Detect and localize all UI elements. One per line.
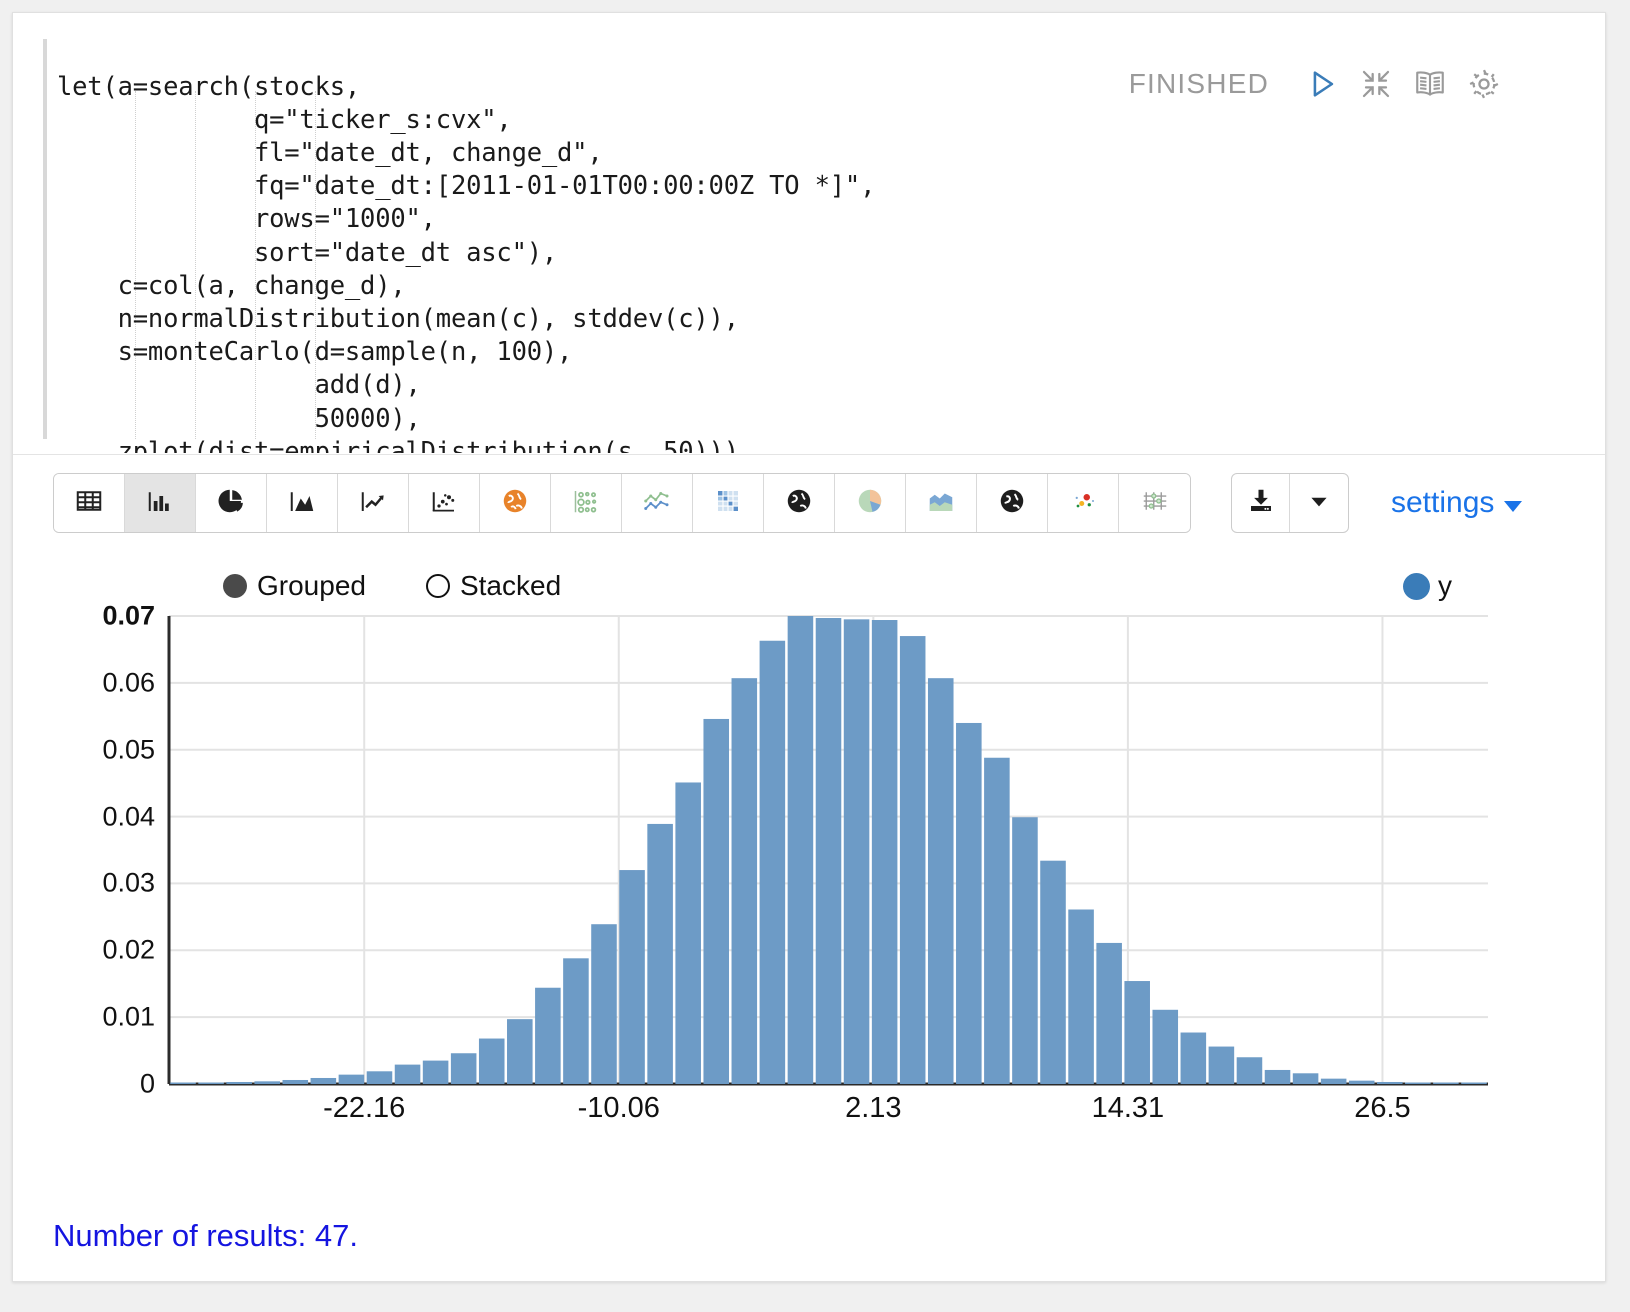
x-axis-tick: -22.16 [323, 1092, 406, 1124]
y-axis-tick: 0.06 [102, 667, 155, 698]
code-editor[interactable]: let(a=search(stocks, q="ticker_s:cvx", f… [13, 13, 1605, 453]
code-text[interactable]: let(a=search(stocks, q="ticker_s:cvx", f… [57, 71, 876, 454]
globe-orange-button[interactable] [480, 474, 551, 532]
bar-chart-button[interactable] [125, 474, 196, 532]
chart-mode-radios: Grouped Stacked [223, 570, 561, 602]
parallel-coords-button[interactable] [1119, 474, 1190, 532]
gear-icon[interactable] [1461, 61, 1507, 107]
bubble-grid-icon [571, 486, 601, 521]
download-options-button[interactable] [1290, 474, 1348, 532]
line-chart-icon [358, 486, 388, 521]
chevron-down-icon [1504, 500, 1523, 512]
settings-label: settings [1391, 486, 1495, 519]
chart-legend: y [1403, 570, 1452, 602]
radio-grouped-label: Grouped [257, 570, 366, 601]
radio-stacked[interactable]: Stacked [425, 570, 562, 602]
chart-container: Grouped Stacked y 0 0.01 0.02 0.03 0.04 0.05 0… [13, 558, 1607, 1168]
pie-color-icon [855, 486, 885, 521]
results-count: Number of results: 47. [53, 1218, 358, 1253]
pie-chart-button[interactable] [196, 474, 267, 532]
y-axis-tick: 0.04 [102, 801, 155, 832]
download-group [1231, 473, 1349, 533]
y-axis-tick: 0.01 [102, 1001, 155, 1032]
multi-line-button[interactable] [622, 474, 693, 532]
bar-chart-icon [145, 486, 175, 521]
y-axis-tick: 0.03 [102, 867, 155, 898]
editor-gutter [43, 39, 47, 439]
settings-toggle[interactable]: settings [1391, 486, 1523, 520]
y-axis-tick: 0.05 [102, 734, 155, 765]
legend-label: y [1438, 570, 1452, 601]
pie-color-button[interactable] [835, 474, 906, 532]
chart-svg [167, 615, 1488, 1086]
x-axis-labels: -22.16 -10.06 2.13 14.31 26.5 [13, 1084, 1607, 1144]
globe-dark-button[interactable] [764, 474, 835, 532]
chevron-down-icon [1306, 488, 1332, 519]
dot-cloud-button[interactable] [1048, 474, 1119, 532]
zeppelin-paragraph-panel: let(a=search(stocks, q="ticker_s:cvx", f… [12, 12, 1606, 1282]
area-chart-icon [287, 486, 317, 521]
collapse-icon[interactable] [1353, 61, 1399, 107]
x-axis-tick: 2.13 [845, 1092, 902, 1124]
viz-type-group [53, 473, 1191, 533]
multi-line-icon [642, 486, 672, 521]
globe-orange-icon [500, 486, 530, 521]
bubble-grid-button[interactable] [551, 474, 622, 532]
y-axis-tick: 0.02 [102, 934, 155, 965]
run-icon[interactable] [1299, 61, 1345, 107]
scatter-plot-icon [429, 486, 459, 521]
pie-chart-icon [216, 486, 246, 521]
indent-guide [315, 91, 317, 439]
indent-guide [195, 91, 197, 439]
y-axis-labels: 0 0.01 0.02 0.03 0.04 0.05 0.06 0.07 [13, 601, 1607, 1151]
globe-solid-button[interactable] [977, 474, 1048, 532]
parallel-coords-icon [1140, 486, 1170, 521]
status-label: FINISHED [1128, 68, 1269, 99]
scatter-chart-button[interactable] [409, 474, 480, 532]
indent-guide [255, 91, 257, 439]
radio-grouped[interactable]: Grouped [223, 570, 366, 602]
y-axis-tick: 0.07 [102, 600, 155, 631]
globe-solid-icon [997, 486, 1027, 521]
line-chart-button[interactable] [338, 474, 409, 532]
table-icon [74, 486, 104, 521]
download-icon [1246, 486, 1276, 521]
heatmap-icon [713, 486, 743, 521]
globe-dark-icon [784, 486, 814, 521]
chart-plot-area: 0 0.01 0.02 0.03 0.04 0.05 0.06 0.07 -22.16 -10.… [13, 601, 1607, 1151]
book-icon[interactable] [1407, 61, 1453, 107]
x-axis-tick: 26.5 [1354, 1092, 1411, 1124]
indent-guide [135, 91, 137, 439]
dot-cloud-icon [1068, 486, 1098, 521]
editor-divider [13, 454, 1605, 455]
area-chart-button[interactable] [267, 474, 338, 532]
download-button[interactable] [1232, 474, 1290, 532]
x-axis-tick: 14.31 [1091, 1092, 1165, 1124]
x-axis-tick: -10.06 [577, 1092, 660, 1124]
radio-selected-icon [223, 574, 247, 598]
table-view-button[interactable] [54, 474, 125, 532]
y-axis-tick: 0 [139, 1068, 155, 1099]
viz-toolbar: settings [53, 473, 1523, 533]
radio-unselected-icon [425, 574, 450, 598]
editor-status-bar: FINISHED [1129, 61, 1507, 107]
heatmap-button[interactable] [693, 474, 764, 532]
stacked-area-button[interactable] [906, 474, 977, 532]
legend-color-swatch [1403, 572, 1430, 600]
radio-stacked-label: Stacked [459, 570, 562, 601]
stacked-area-icon [926, 486, 956, 521]
